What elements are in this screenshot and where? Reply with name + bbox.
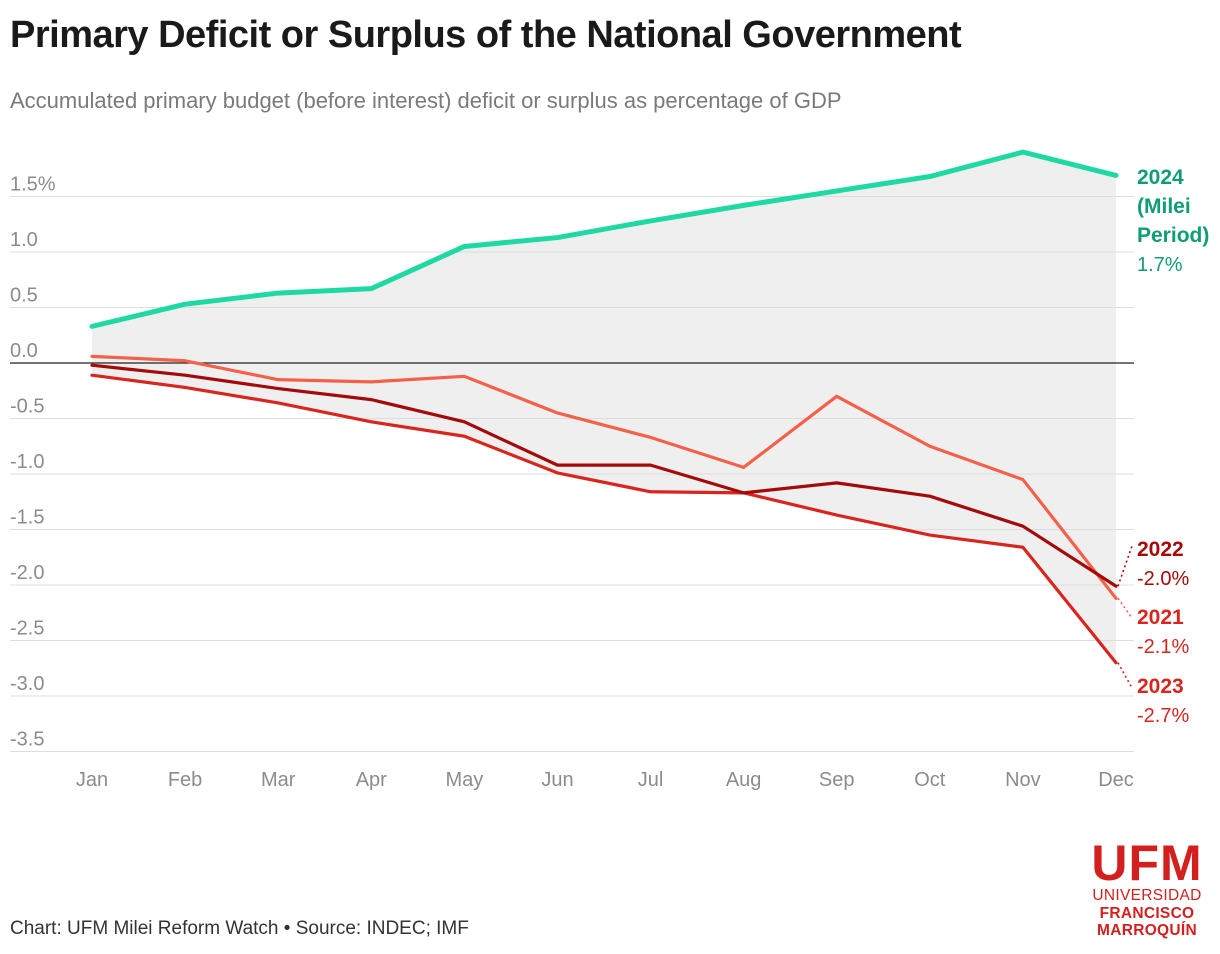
logo-line-2: FRANCISCO [1099,904,1195,922]
series-label-2024: (Milei [1137,195,1191,218]
x-tick-label: Jan [76,769,108,791]
y-tick-label: -3.5 [10,729,44,751]
y-tick-label: 0.0 [10,340,38,362]
x-tick-label: Aug [726,769,762,791]
series-label-2024: Period) [1137,224,1209,247]
ufm-logo: UFM UNIVERSIDAD FRANCISCO MARROQUÍN [1084,838,1210,939]
chart-title: Primary Deficit or Surplus of the Nation… [10,14,962,56]
series-label-2024: 2024 [1137,166,1184,189]
chart-subtitle: Accumulated primary budget (before inter… [10,88,842,113]
series-lines [89,149,1119,665]
series-label-2023: 2023 [1137,675,1184,698]
x-tick-label: Sep [819,769,855,791]
leader-line-2022 [1117,545,1133,587]
series-end-value-2022: -2.0% [1137,568,1189,590]
x-tick-label: Jul [638,769,664,791]
series-end-value-2023: -2.7% [1137,705,1189,727]
range-band [92,152,1116,663]
logo-line-3: MARROQUÍN [1097,922,1197,939]
x-tick-label: Oct [914,769,946,791]
y-tick-label: -0.5 [10,396,44,418]
y-tick-label: 1.0 [10,229,38,251]
y-tick-label: -2.0 [10,562,44,584]
x-tick-label: Jun [541,769,573,791]
series-label-2021: 2021 [1137,606,1184,629]
series-end-value-2021: -2.1% [1137,636,1189,658]
y-tick-label: -2.5 [10,618,44,640]
y-tick-label: -1.5 [10,507,44,529]
leader-line-2021 [1117,597,1133,619]
series-line-2024 [89,149,1119,329]
logo-line-1: UNIVERSIDAD [1092,887,1202,904]
series-line-2023 [90,373,1118,665]
x-tick-label: Apr [356,769,387,791]
leader-line-2023 [1117,662,1133,689]
series-line-2022 [90,363,1118,588]
x-tick-label: Feb [168,769,202,791]
line-chart: 1.5% 1.0 0.5 0.0 -0.5 -1.0 -1.5 -2.0 -2.5 -3.0 -3.… [10,149,1209,791]
series-end-value-2024: 1.7% [1137,254,1183,276]
x-tick-label: Nov [1005,769,1041,791]
y-tick-label: -3.0 [10,673,44,695]
series-line-2021 [90,354,1118,600]
x-tick-label: Mar [261,769,296,791]
y-tick-label: 1.5% [10,174,56,196]
y-tick-label: -1.0 [10,451,44,473]
logo-wordmark: UFM [1091,835,1203,891]
gridlines: 1.5% 1.0 0.5 0.0 -0.5 -1.0 -1.5 -2.0 -2.5 -3.0 -3.… [10,174,1134,791]
series-label-2022: 2022 [1137,538,1184,561]
x-tick-label: Dec [1098,769,1134,791]
series-labels: 2024 (Milei Period) 1.7% 2022 -2.0% 2021 -2.1% 2… [1117,166,1209,727]
range-band-layer [92,152,1116,663]
source-note: Chart: UFM Milei Reform Watch • Source: … [10,918,469,939]
x-tick-label: May [445,769,483,791]
y-tick-label: 0.5 [10,285,38,307]
